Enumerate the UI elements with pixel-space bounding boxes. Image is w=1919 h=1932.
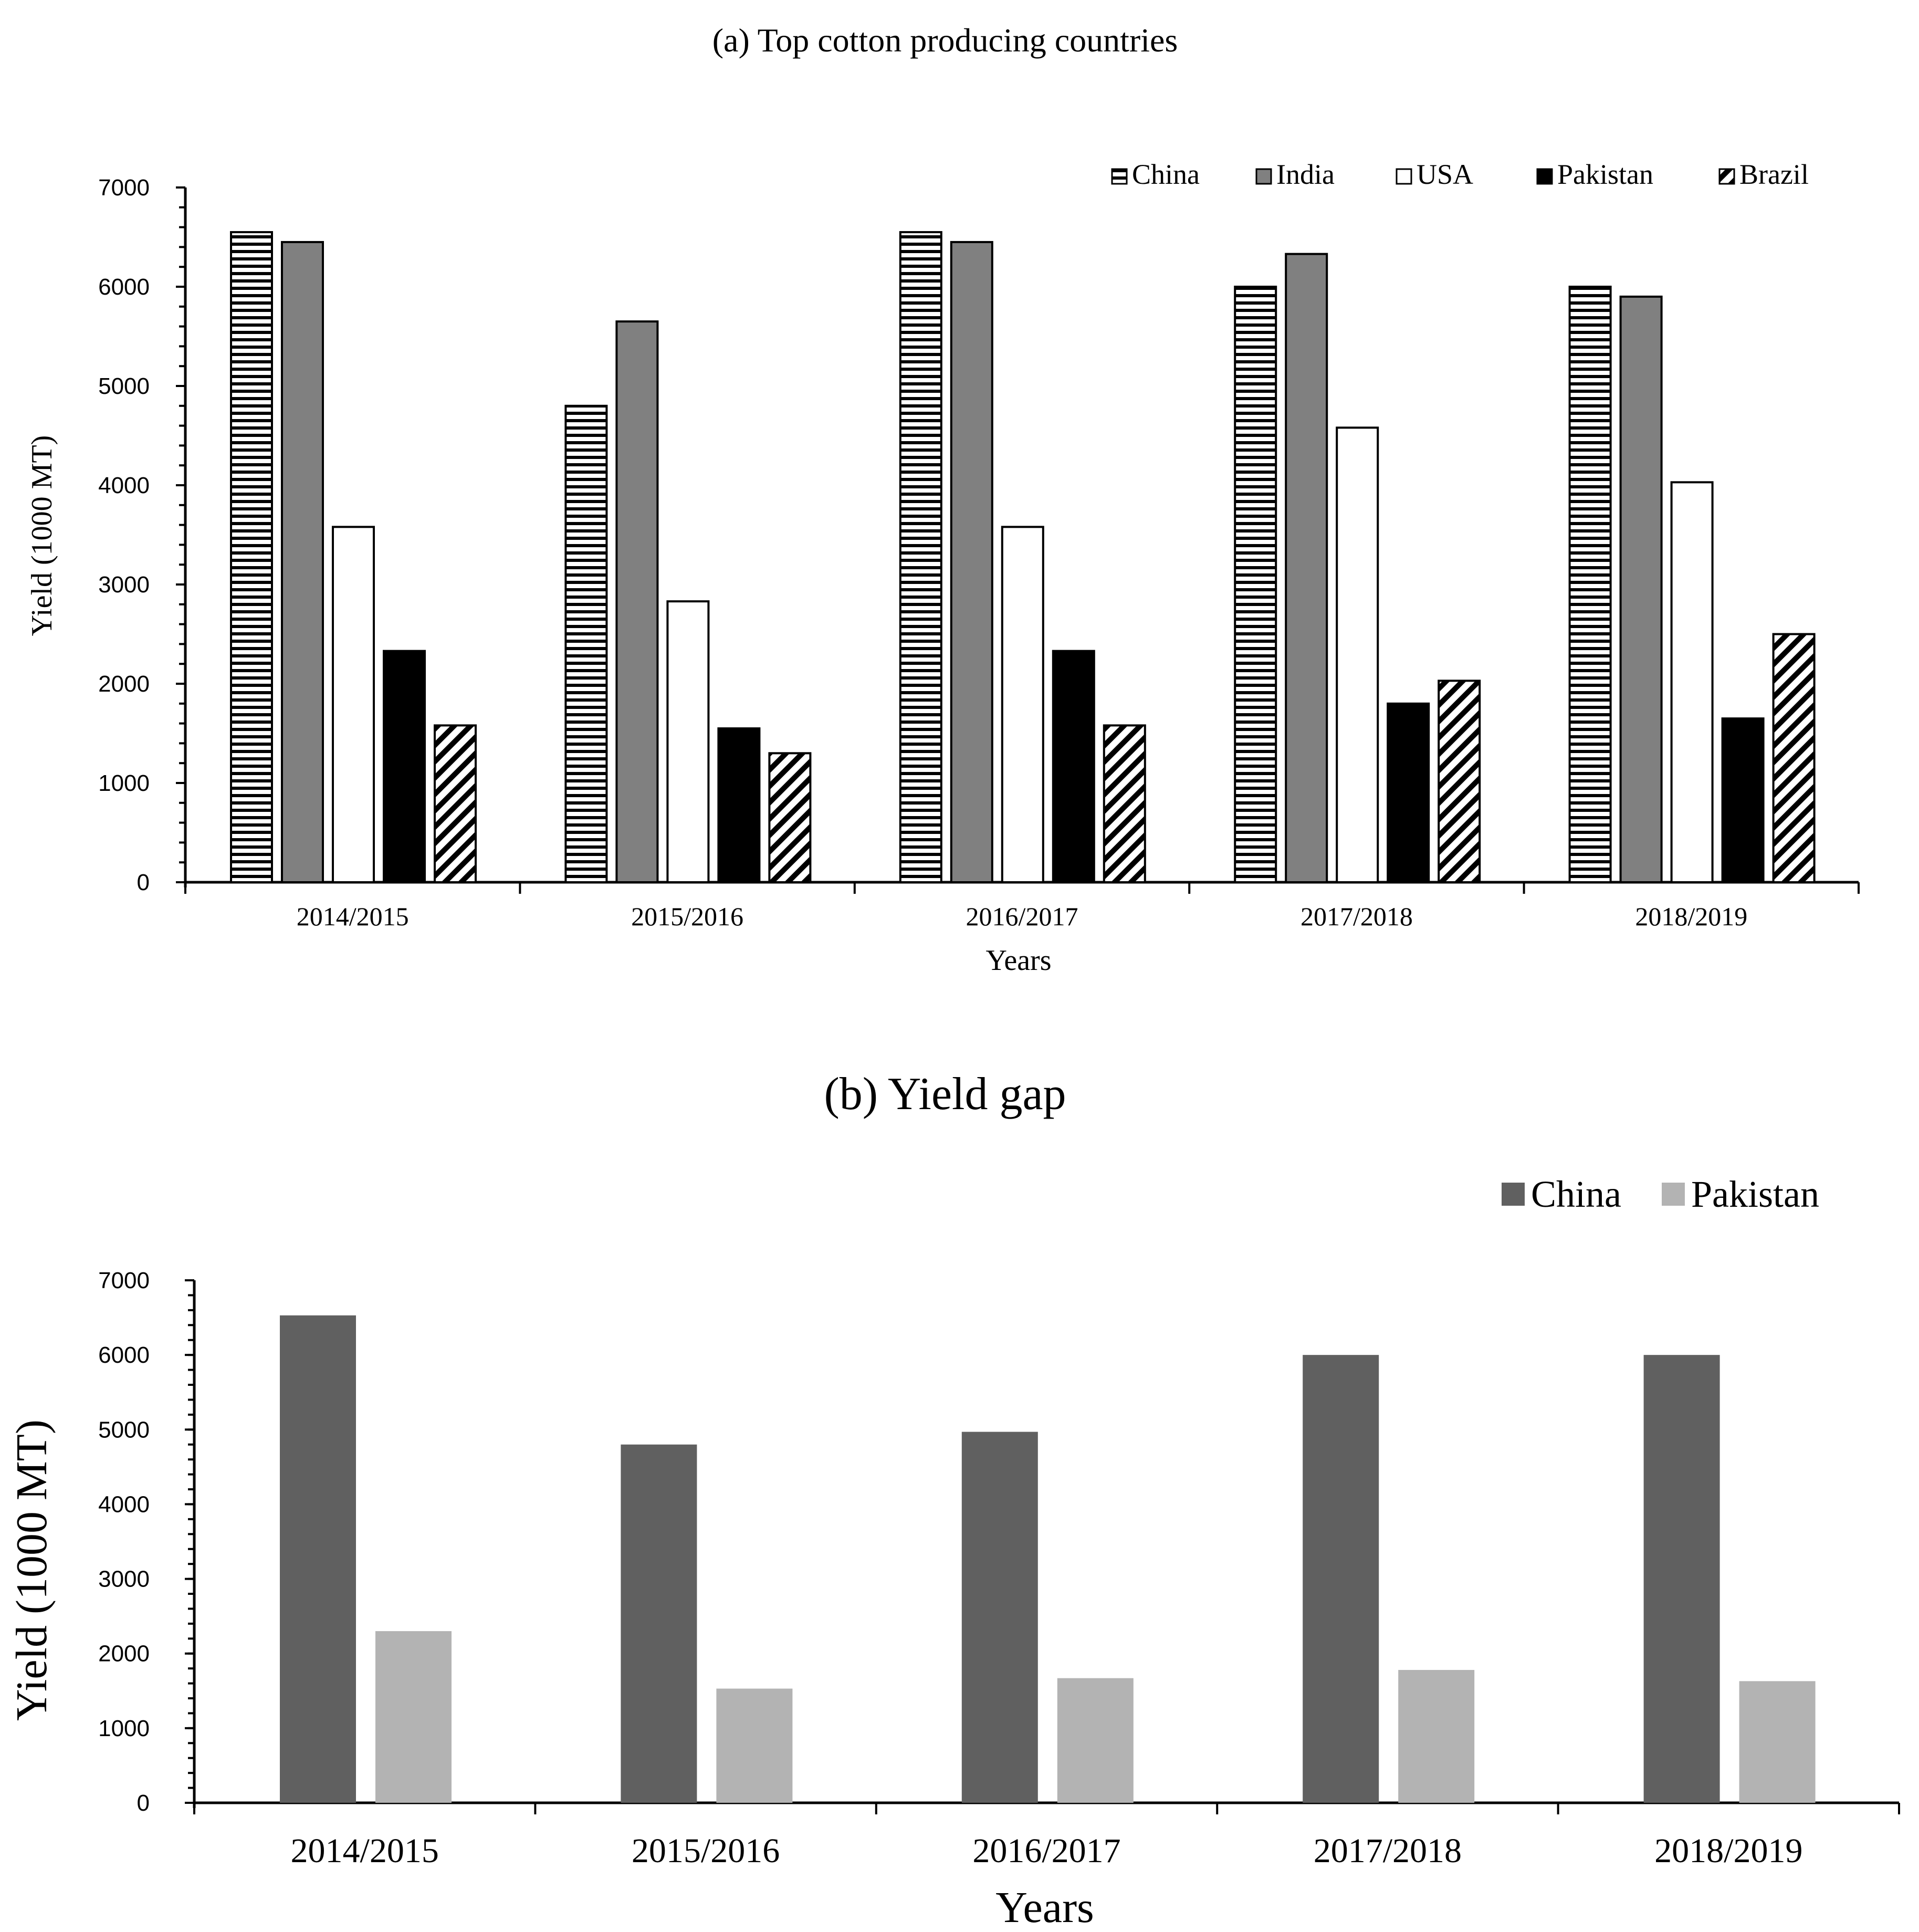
bar-b-china-2018-2019 — [1643, 1355, 1720, 1803]
legend-a-label-china: China — [1132, 159, 1200, 190]
legend-b-label-pakistan: Pakistan — [1691, 1173, 1819, 1215]
chart-a-x-tick-label: 2016/2017 — [966, 902, 1078, 931]
chart-a-y-tick-label: 3000 — [98, 572, 150, 598]
chart-a-x-tick-label: 2017/2018 — [1301, 902, 1413, 931]
chart-b-y-tick-label: 6000 — [98, 1342, 150, 1368]
chart-b-y-tick-label: 2000 — [98, 1641, 150, 1667]
bar-a-usa-2018-2019 — [1670, 481, 1714, 883]
chart-a-ylabel: Yield (1000 MT) — [26, 435, 58, 636]
bar-b-pakistan-2014-2015 — [375, 1631, 452, 1803]
chart-a-y-tick-label: 6000 — [98, 274, 150, 300]
chart-a-x-tick-label: 2018/2019 — [1635, 902, 1747, 931]
legend-b-swatch-pakistan — [1662, 1183, 1685, 1206]
bar-a-brazil-2014-2015 — [434, 724, 477, 883]
bar-a-india-2014-2015 — [281, 241, 324, 884]
bar-a-pakistan-2015-2016 — [717, 727, 761, 884]
chart-a-y-tick-label: 0 — [137, 870, 150, 895]
bar-a-india-2016-2017 — [950, 241, 993, 884]
chart-a-y-tick-label: 2000 — [98, 671, 150, 697]
bar-a-brazil-2016-2017 — [1103, 724, 1146, 883]
bar-a-pakistan-2016-2017 — [1052, 650, 1095, 883]
bar-b-pakistan-2016-2017 — [1057, 1678, 1134, 1803]
chart-b-y-tick-label: 1000 — [98, 1716, 150, 1741]
chart-b-xlabel: Years — [995, 1883, 1094, 1932]
legend-a-label-usa: USA — [1417, 159, 1473, 190]
chart-b-y-tick-label: 5000 — [98, 1417, 150, 1443]
legend-b-label-china: China — [1531, 1173, 1621, 1215]
bar-a-brazil-2015-2016 — [768, 752, 812, 884]
bar-a-pakistan-2014-2015 — [383, 650, 426, 883]
bar-b-pakistan-2018-2019 — [1739, 1681, 1816, 1803]
chart-b-x-tick-label: 2017/2018 — [1314, 1832, 1462, 1870]
bar-a-india-2017-2018 — [1285, 253, 1328, 883]
chart-a-xlabel: Years — [986, 944, 1052, 977]
chart-b-x-tick-label: 2014/2015 — [291, 1832, 439, 1870]
bar-a-usa-2017-2018 — [1336, 426, 1379, 883]
chart-b-y-tick-label: 3000 — [98, 1567, 150, 1592]
chart-a-title: (a) Top cotton producing countries — [712, 22, 1178, 59]
bar-a-pakistan-2018-2019 — [1721, 717, 1765, 884]
bar-b-china-2017-2018 — [1303, 1355, 1379, 1803]
bar-a-usa-2014-2015 — [332, 526, 375, 883]
bar-a-china-2014-2015 — [230, 231, 273, 883]
chart-a-legend: China India USA Pakistan Brazil — [1111, 159, 1809, 190]
chart-a-y-tick-label: 7000 — [98, 175, 150, 201]
bar-b-china-2015-2016 — [621, 1444, 697, 1803]
legend-a-swatch-brazil — [1718, 168, 1735, 185]
legend-b-swatch-china — [1502, 1183, 1525, 1206]
bar-a-brazil-2018-2019 — [1772, 633, 1816, 883]
bar-a-pakistan-2017-2018 — [1387, 702, 1430, 884]
legend-a-label-brazil: Brazil — [1739, 159, 1809, 190]
legend-a-swatch-india — [1255, 168, 1272, 185]
chart-b-y-tick-label: 4000 — [98, 1491, 150, 1517]
legend-a-swatch-usa — [1396, 168, 1412, 185]
bar-b-china-2016-2017 — [961, 1432, 1038, 1803]
legend-a-label-pakistan: Pakistan — [1557, 159, 1653, 190]
bar-b-pakistan-2015-2016 — [716, 1688, 793, 1803]
chart-b-legend: China Pakistan — [1502, 1173, 1819, 1215]
bar-a-china-2018-2019 — [1568, 286, 1612, 883]
bar-a-china-2016-2017 — [899, 231, 942, 883]
bar-a-usa-2016-2017 — [1001, 526, 1044, 883]
chart-b-x-tick-label: 2015/2016 — [632, 1832, 780, 1870]
chart-a-y-tick-label: 5000 — [98, 373, 150, 399]
chart-b-ylabel: Yield (1000 MT) — [7, 1419, 56, 1721]
bar-a-china-2015-2016 — [564, 404, 608, 883]
bar-a-india-2018-2019 — [1619, 295, 1663, 883]
bar-a-brazil-2017-2018 — [1438, 680, 1481, 883]
chart-b-title: (b) Yield gap — [824, 1069, 1066, 1120]
chart-b-x-tick-label: 2018/2019 — [1654, 1832, 1802, 1870]
chart-a-x-tick-label: 2015/2016 — [631, 902, 743, 931]
chart-a-bars — [230, 231, 1816, 884]
chart-b-y-tick-label: 7000 — [98, 1268, 150, 1293]
chart-b-bars — [280, 1315, 1816, 1803]
legend-a-swatch-pakistan — [1536, 168, 1553, 185]
chart-a-y-tick-label: 4000 — [98, 473, 150, 498]
bar-b-pakistan-2017-2018 — [1398, 1669, 1475, 1803]
chart-b-axes: 0 1000 2000 3000 4000 5000 6000 7000 2014/2015 20… — [98, 1268, 1900, 1870]
legend-a-label-india: India — [1276, 159, 1335, 190]
bar-a-china-2017-2018 — [1234, 286, 1277, 883]
chart-a-y-tick-label: 1000 — [98, 770, 150, 796]
chart-b-y-tick-label: 0 — [137, 1790, 150, 1816]
chart-b: (b) Yield gap Yield (1000 MT) Years 0 100… — [7, 1069, 1900, 1932]
chart-a: (a) Top cotton producing countries Yield… — [26, 22, 1860, 977]
chart-a-x-tick-label: 2014/2015 — [297, 902, 409, 931]
legend-a-swatch-china — [1111, 168, 1128, 185]
bar-a-usa-2015-2016 — [666, 600, 710, 883]
bar-b-china-2014-2015 — [280, 1315, 356, 1803]
chart-b-x-tick-label: 2016/2017 — [972, 1832, 1120, 1870]
bar-a-india-2015-2016 — [615, 320, 659, 883]
